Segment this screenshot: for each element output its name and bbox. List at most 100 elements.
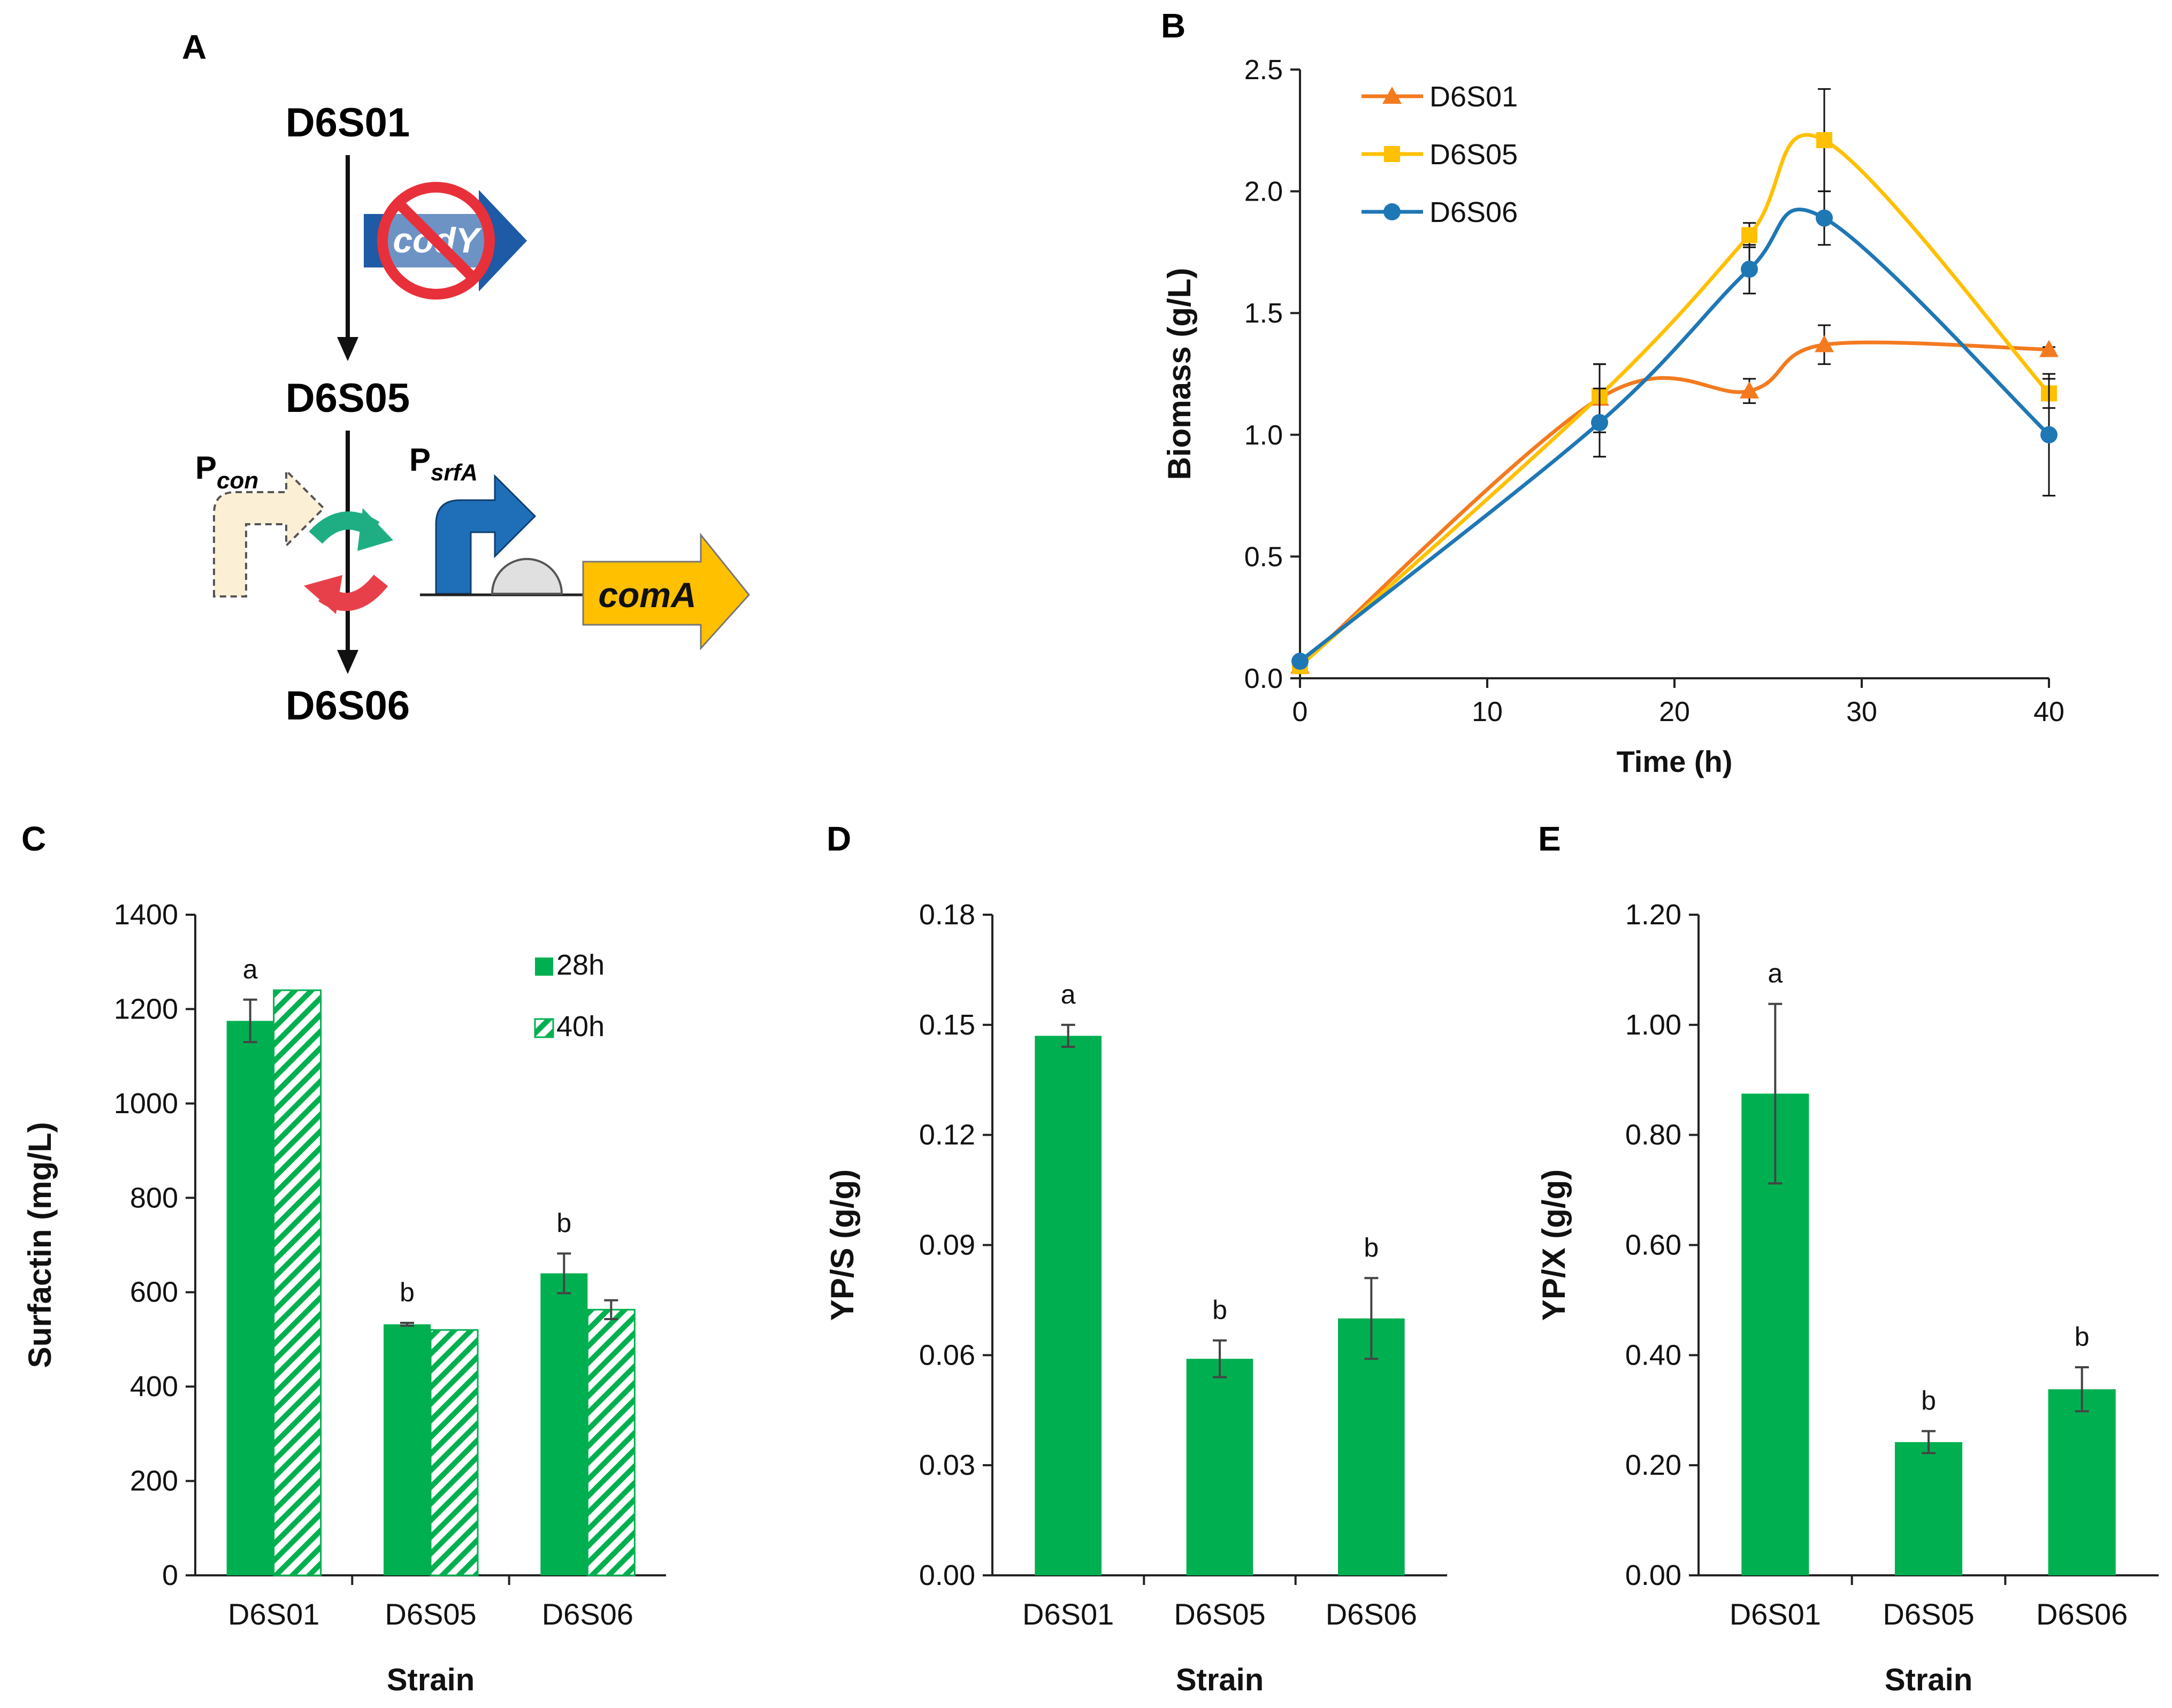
panel-letter-a: A: [182, 28, 207, 66]
y-tick-label: 2.0: [1244, 177, 1283, 208]
legend-label: D6S01: [1429, 81, 1518, 113]
y-axis-title: YP/X (g/g): [1536, 1169, 1572, 1321]
legend-item-28h: 28h: [535, 949, 605, 981]
y-tick-label: 1.20: [1625, 899, 1681, 931]
y-axis-title: YP/S (g/g): [824, 1169, 860, 1321]
x-tick-label: D6S06: [1326, 1597, 1417, 1631]
y-tick-label: 1.00: [1625, 1009, 1681, 1041]
legend-item-d6s05: D6S05: [1362, 139, 1518, 171]
psrfa-main: P: [409, 442, 431, 478]
bar-d6s06: [1338, 1318, 1405, 1575]
arrow-d6s01-to-d6s05: [337, 155, 358, 361]
y-tick-label: 0.06: [919, 1339, 975, 1371]
bar-d6s01-40h: [273, 989, 322, 1576]
series-d6s06: [1291, 190, 2058, 670]
x-tick-label: D6S01: [1022, 1597, 1114, 1631]
svg-text:PsrfA: PsrfA: [409, 442, 478, 486]
x-axis-title: Strain: [1176, 1663, 1264, 1697]
bar-d6s06-28h: [540, 1273, 588, 1575]
significance-label: b: [1921, 1385, 1936, 1415]
y-tick-label: 0.00: [1625, 1559, 1681, 1591]
y-tick-label: 1400: [114, 899, 178, 931]
y-tick-label: 0.40: [1625, 1339, 1681, 1371]
legend-swatch: [534, 1018, 554, 1038]
legend-label: D6S06: [1429, 196, 1518, 228]
data-point: [1741, 227, 1757, 243]
data-point: [2039, 340, 2059, 357]
panel-c-bar-chart: C 0 200 400 600 800 1000 1200 1400 D6S01 a D6S05 b D…: [21, 819, 666, 1697]
data-point: [1815, 335, 1834, 353]
x-axis-title: Strain: [387, 1663, 475, 1697]
data-point: [2040, 426, 2058, 443]
y-tick-label: 0.03: [919, 1449, 975, 1481]
data-point: [1741, 261, 1758, 278]
y-axis-title: Surfactin (mg/L): [22, 1122, 58, 1368]
pcon-main: P: [195, 450, 217, 486]
no-symbol-icon: [377, 182, 495, 300]
panel-letter-d: D: [827, 819, 851, 858]
bar-d6s05-28h: [384, 1324, 431, 1575]
y-tick-label: 200: [130, 1465, 178, 1497]
legend-swatch: [535, 958, 553, 976]
cycle-arrows-icon: [304, 508, 393, 614]
x-tick-label: D6S05: [1883, 1597, 1974, 1631]
x-axis-title: Time (h): [1617, 745, 1733, 778]
y-tick-label: 2.5: [1244, 55, 1283, 86]
x-tick-label: 0: [1293, 696, 1308, 727]
legend-item-d6s01: D6S01: [1362, 81, 1518, 113]
legend-marker: [1383, 203, 1401, 220]
y-tick-label: 0.20: [1625, 1449, 1681, 1481]
panel-letter-c: C: [21, 819, 46, 858]
y-tick-label: 1.5: [1244, 298, 1283, 329]
bar-d6s01: [1035, 1036, 1102, 1575]
legend-marker: [1384, 146, 1400, 162]
y-tick-label: 400: [130, 1370, 178, 1403]
significance-label: a: [1768, 959, 1783, 989]
arrow-d6s05-to-d6s06: [337, 431, 358, 674]
x-axis-title: Strain: [1885, 1663, 1972, 1697]
y-tick-label: 1000: [114, 1087, 178, 1120]
panel-letter-b: B: [1161, 6, 1186, 45]
x-tick-label: D6S06: [2036, 1597, 2128, 1631]
svg-text:Pcon: Pcon: [195, 450, 258, 494]
psrfa-promoter-label: PsrfA: [409, 442, 478, 486]
y-tick-label: 800: [130, 1182, 178, 1214]
significance-label: b: [2075, 1322, 2090, 1352]
y-tick-label: 0.5: [1244, 541, 1283, 572]
x-tick-label: 40: [2033, 696, 2064, 727]
significance-label: b: [556, 1208, 571, 1238]
x-tick-label: D6S01: [1730, 1597, 1821, 1631]
panel-e-bar-chart: E 0.00 0.20 0.40 0.60 0.80 1.00 1.20 D6S01 a D6S0…: [1536, 819, 2159, 1697]
rbs-icon: [491, 558, 563, 595]
series-line: [1298, 208, 2051, 663]
bar-d6s05: [1186, 1359, 1253, 1575]
data-point: [1591, 414, 1608, 432]
y-tick-label: 0.0: [1244, 663, 1283, 694]
data-point: [1816, 132, 1832, 149]
series-line: [1298, 340, 2049, 668]
legend-marker: [1382, 87, 1402, 104]
strain-d6s01-label: D6S01: [286, 100, 410, 145]
y-tick-label: 0.18: [919, 899, 975, 931]
bar-d6s06: [2048, 1389, 2116, 1575]
pcon-promoter-label: Pcon: [195, 450, 258, 494]
bar-d6s01-28h: [226, 1021, 274, 1575]
series-d6s05: [1292, 88, 2057, 675]
legend-item-d6s06: D6S06: [1362, 196, 1518, 228]
significance-label: b: [400, 1277, 415, 1307]
panel-d-bar-chart: D 0.00 0.03 0.06 0.09 0.12 0.15 0.18 D6S01 a D6S0…: [824, 819, 1447, 1697]
y-axis-title: Biomass (g/L): [1161, 268, 1197, 480]
series-line: [1298, 133, 2051, 668]
y-tick-label: 0.60: [1625, 1229, 1681, 1261]
y-tick-label: 0: [162, 1559, 178, 1591]
data-point: [1740, 381, 1759, 399]
bar-d6s06-40h: [586, 1308, 636, 1576]
x-tick-label: 30: [1846, 696, 1877, 727]
significance-label: a: [1061, 979, 1076, 1009]
panel-b-line-chart: B 0.0 0.5 1.0 1.5 2.0 2.5 0 10 20 30 40 Time (h) Bio…: [1161, 6, 2064, 778]
panel-a: A D6S01 D6S05 D6S06 codY Pcon: [182, 28, 750, 729]
y-tick-label: 0.12: [919, 1119, 975, 1151]
y-tick-label: 0.09: [919, 1229, 975, 1261]
data-point: [1291, 653, 1309, 670]
